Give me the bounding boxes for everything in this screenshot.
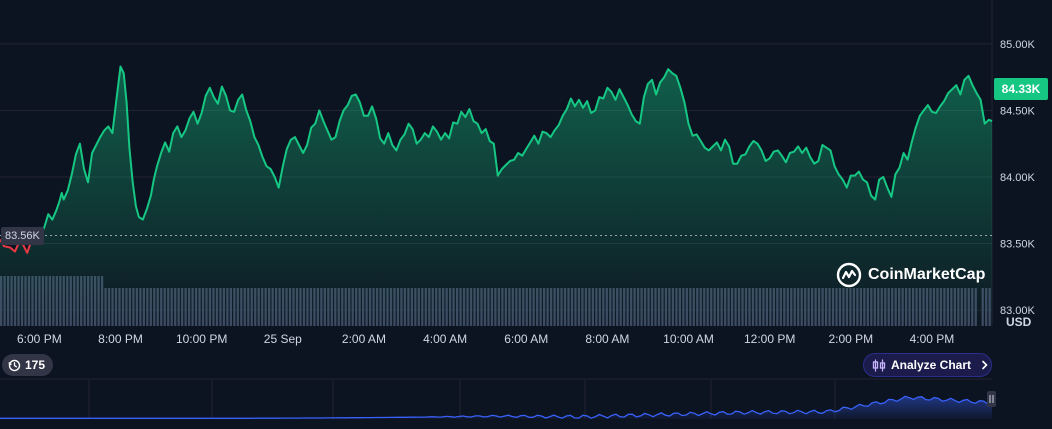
- x-tick-label: 12:00 PM: [744, 332, 795, 346]
- y-tick-label: 84.50K: [1000, 105, 1036, 117]
- open-price-badge: 83.56K: [1, 226, 44, 245]
- price-area: [0, 66, 992, 326]
- last-price-label: 84.33K: [1001, 82, 1041, 97]
- x-tick-label: 8:00 AM: [585, 332, 629, 346]
- x-tick-label: 25 Sep: [264, 332, 302, 346]
- history-icon: [8, 359, 21, 371]
- x-tick-label: 2:00 AM: [342, 332, 386, 346]
- analyze-chart-label: Analyze Chart: [891, 358, 972, 372]
- x-tick-label: 10:00 PM: [176, 332, 227, 346]
- y-tick-label: 83.50K: [1000, 239, 1036, 251]
- x-tick-label: 10:00 AM: [663, 332, 714, 346]
- y-axis: 85.00K 84.50K 84.00K 83.50K 83.00K: [1000, 39, 1036, 317]
- coinmarketcap-watermark: CoinMarketCap: [836, 262, 985, 288]
- price-area-fill: [0, 66, 992, 326]
- x-tick-label: 6:00 PM: [17, 332, 62, 346]
- x-tick-label: 2:00 PM: [828, 332, 873, 346]
- analyze-chart-button[interactable]: Analyze Chart: [863, 353, 992, 377]
- y-tick-label: 84.00K: [1000, 172, 1036, 184]
- last-price-badge: 84.33K: [994, 78, 1048, 101]
- x-tick-label: 4:00 AM: [423, 332, 467, 346]
- x-tick-label: 6:00 AM: [504, 332, 548, 346]
- x-tick-label: 8:00 PM: [98, 332, 143, 346]
- y-tick-label: 85.00K: [1000, 39, 1036, 51]
- navigator-area: [0, 396, 992, 419]
- x-tick-label: 4:00 PM: [910, 332, 955, 346]
- navigator-chart[interactable]: [0, 380, 993, 419]
- currency-label: USD: [1006, 315, 1032, 329]
- history-chip[interactable]: 175: [2, 354, 54, 376]
- watermark-brand: CoinMarketCap: [868, 266, 986, 283]
- navigator-handle[interactable]: [987, 391, 996, 407]
- chevron-right-icon: [982, 360, 988, 370]
- open-price-label: 83.56K: [5, 229, 40, 242]
- candles-icon: [872, 359, 886, 371]
- history-count: 175: [25, 358, 46, 372]
- coinmarketcap-logo-icon: [836, 262, 862, 288]
- price-line-above-open: [39, 65, 993, 236]
- navigator-line: [0, 395, 993, 419]
- x-axis: 6:00 PM 8:00 PM 10:00 PM 25 Sep 2:00 AM 4:00 …: [17, 332, 954, 346]
- y-tick-label: 83.00K: [1000, 305, 1036, 317]
